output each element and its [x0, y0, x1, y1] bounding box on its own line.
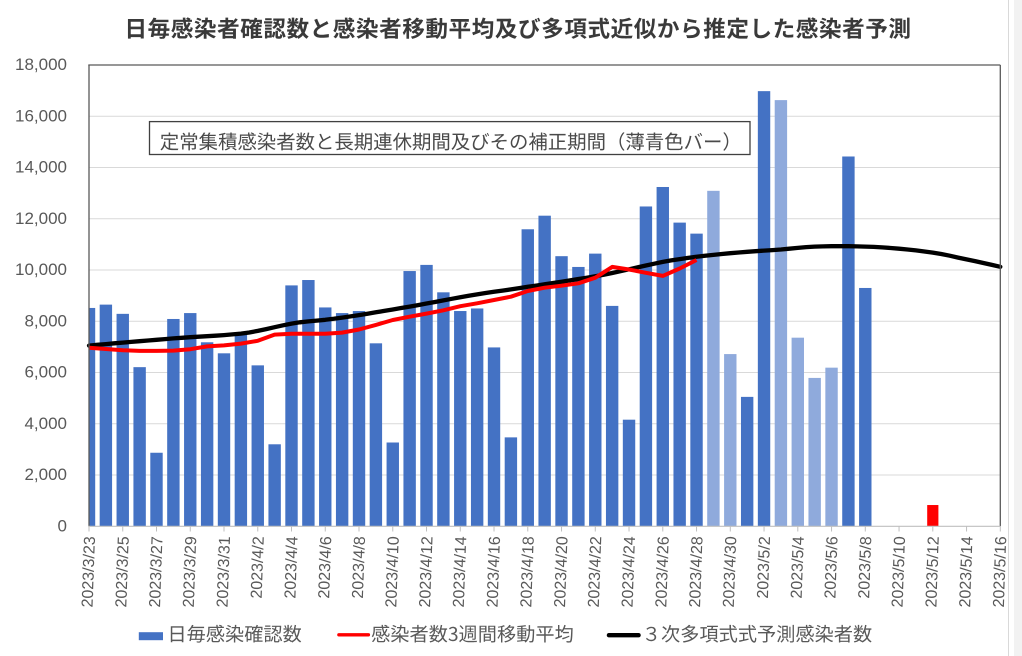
svg-text:2023/4/26: 2023/4/26 [653, 536, 672, 608]
svg-text:18,000: 18,000 [15, 55, 67, 74]
svg-text:10,000: 10,000 [15, 260, 67, 279]
svg-text:2023/3/29: 2023/3/29 [181, 536, 200, 608]
svg-text:2023/3/25: 2023/3/25 [113, 536, 132, 608]
svg-text:2023/4/20: 2023/4/20 [552, 536, 571, 608]
svg-text:8,000: 8,000 [24, 311, 67, 330]
svg-text:2023/4/10: 2023/4/10 [383, 536, 402, 608]
svg-text:2023/4/28: 2023/4/28 [687, 536, 706, 608]
svg-text:2023/4/2: 2023/4/2 [249, 536, 268, 599]
svg-text:2,000: 2,000 [24, 465, 67, 484]
svg-text:2023/4/30: 2023/4/30 [721, 536, 740, 608]
svg-text:2023/4/24: 2023/4/24 [620, 536, 639, 608]
svg-text:2023/4/8: 2023/4/8 [350, 536, 369, 599]
svg-text:2023/4/22: 2023/4/22 [586, 536, 605, 608]
svg-text:14,000: 14,000 [15, 158, 67, 177]
svg-text:2023/3/23: 2023/3/23 [80, 536, 99, 608]
svg-text:4,000: 4,000 [24, 414, 67, 433]
svg-text:6,000: 6,000 [24, 363, 67, 382]
svg-text:2023/3/31: 2023/3/31 [215, 536, 234, 608]
svg-text:2023/5/14: 2023/5/14 [957, 536, 976, 608]
svg-text:2023/5/16: 2023/5/16 [991, 536, 1010, 608]
svg-text:2023/4/18: 2023/4/18 [518, 536, 537, 608]
svg-text:2023/4/4: 2023/4/4 [282, 536, 301, 599]
svg-text:2023/4/14: 2023/4/14 [451, 536, 470, 608]
svg-text:0: 0 [58, 516, 67, 535]
svg-text:2023/4/12: 2023/4/12 [417, 536, 436, 608]
svg-text:2023/5/10: 2023/5/10 [890, 536, 909, 608]
svg-text:2023/4/16: 2023/4/16 [485, 536, 504, 608]
svg-text:2023/5/2: 2023/5/2 [755, 536, 774, 599]
svg-text:2023/5/4: 2023/5/4 [789, 536, 808, 599]
svg-text:2023/3/27: 2023/3/27 [147, 536, 166, 608]
svg-text:2023/5/8: 2023/5/8 [856, 536, 875, 599]
svg-text:2023/5/12: 2023/5/12 [923, 536, 942, 608]
svg-text:12,000: 12,000 [15, 209, 67, 228]
svg-text:16,000: 16,000 [15, 106, 67, 125]
svg-text:2023/4/6: 2023/4/6 [316, 536, 335, 599]
svg-text:2023/5/6: 2023/5/6 [822, 536, 841, 599]
